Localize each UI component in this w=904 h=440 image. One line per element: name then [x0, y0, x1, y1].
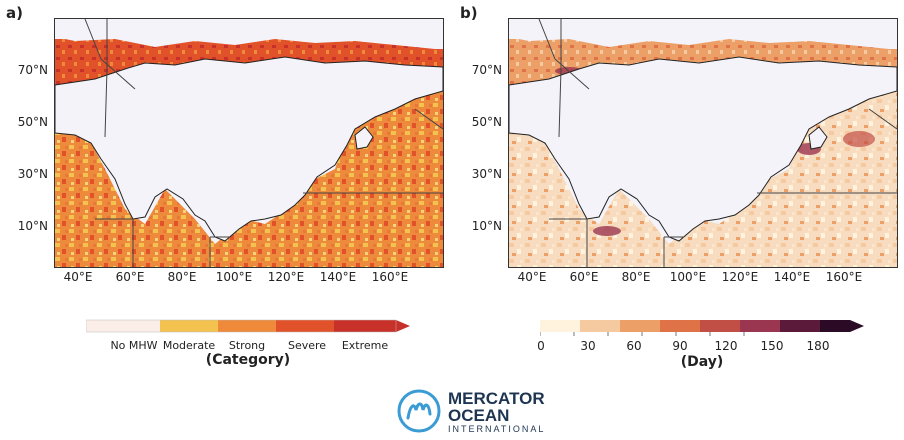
cbar-a-label-4: Extreme: [341, 339, 389, 352]
lat-label-a-30: 30°N: [17, 167, 48, 181]
lon-label-b-160: 160°E: [825, 270, 863, 284]
lon-label-a-100: 100°E: [215, 270, 253, 284]
cbar-b-tick-150: 150: [760, 339, 784, 353]
cbar-b-seg-2: [620, 320, 660, 332]
logo-line-3: INTERNATIONAL: [448, 424, 546, 434]
cbar-b-seg-1: [580, 320, 620, 332]
panel-b-label: b): [460, 4, 478, 22]
lon-label-b-40: 40°E: [517, 270, 547, 284]
lat-label-b-10: 10°N: [471, 219, 502, 233]
cbar-b-arrow: [850, 320, 864, 332]
cbar-a-label-3: Severe: [287, 339, 327, 352]
lat-label-a-50: 50°N: [17, 115, 48, 129]
cbar-b-seg-0: [540, 320, 580, 332]
lon-label-b-60: 60°E: [569, 270, 599, 284]
cbar-b-seg-4: [700, 320, 740, 332]
cbar-b-seg-5: [740, 320, 780, 332]
lon-label-b-100: 100°E: [669, 270, 707, 284]
lon-label-a-120: 120°E: [267, 270, 305, 284]
asia-land-a: [55, 56, 443, 242]
cbar-b-title: (Day): [680, 354, 724, 370]
cbar-a-seg-1: [160, 320, 218, 332]
cbar-a-seg-0: [86, 320, 160, 332]
cbar-a-label-1: Moderate: [162, 339, 216, 352]
panel-b-map: [508, 18, 898, 268]
ocean-a: [55, 89, 443, 267]
cbar-b-tick-180: 180: [806, 339, 830, 353]
cbar-b-tick-30: 30: [580, 339, 596, 353]
panel-a-map: [54, 18, 444, 268]
lon-label-b-120: 120°E: [721, 270, 759, 284]
lat-label-b-70: 70°N: [471, 63, 502, 77]
cbar-b-seg-7: [820, 320, 850, 332]
cbar-b-seg-3: [660, 320, 700, 332]
colorbar-day: [540, 320, 864, 336]
cbar-a-seg-2: [218, 320, 276, 332]
cbar-a-title: (Category): [205, 352, 291, 368]
lon-label-a-140: 140°E: [319, 270, 357, 284]
logo-line-2: OCEAN: [448, 406, 510, 425]
lon-label-b-140: 140°E: [773, 270, 811, 284]
lat-label-b-30: 30°N: [471, 167, 502, 181]
lon-label-a-80: 80°E: [167, 270, 197, 284]
logo-line-1: MERCATOR: [448, 389, 545, 408]
lon-label-a-60: 60°E: [115, 270, 145, 284]
cbar-b-tick-90: 90: [672, 339, 688, 353]
cbar-b-tick-120: 120: [714, 339, 738, 353]
lat-label-a-10: 10°N: [17, 219, 48, 233]
cbar-b-tick-60: 60: [626, 339, 642, 353]
lon-label-b-80: 80°E: [621, 270, 651, 284]
cbar-b-tick-0: 0: [537, 339, 545, 353]
lat-label-a-70: 70°N: [17, 63, 48, 77]
panel-a-label: a): [6, 4, 23, 22]
mercator-logo-mark: [397, 389, 441, 433]
cbar-a-arrow: [396, 320, 410, 332]
lon-label-a-160: 160°E: [371, 270, 409, 284]
cbar-b-seg-6: [780, 320, 820, 332]
colorbar-category: [86, 319, 410, 333]
ocean-b: [509, 89, 897, 267]
cbar-a-label-2: Strong: [228, 339, 266, 352]
asia-land-b: [509, 56, 897, 242]
lon-label-a-40: 40°E: [63, 270, 93, 284]
cbar-a-seg-4: [334, 320, 396, 332]
lat-label-b-50: 50°N: [471, 115, 502, 129]
cbar-a-label-0: No MHW: [110, 339, 158, 352]
cbar-a-seg-3: [276, 320, 334, 332]
